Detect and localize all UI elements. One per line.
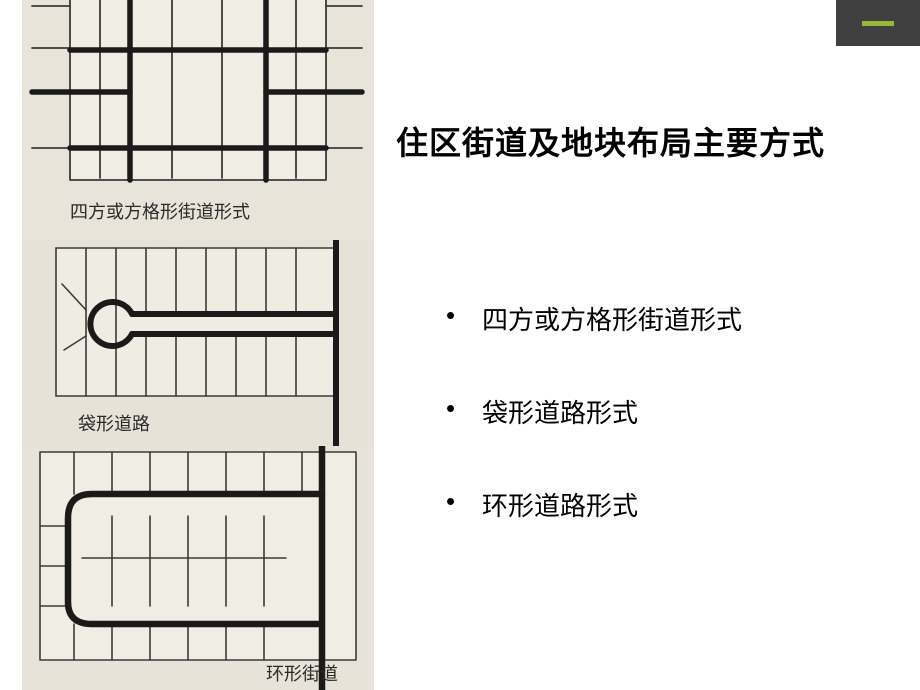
list-item: 袋形道路形式 xyxy=(446,393,742,430)
sketch-loop: 环形街道 xyxy=(22,446,374,690)
corner-badge xyxy=(836,0,920,46)
sketch-loop-label: 环形街道 xyxy=(266,664,338,684)
sketch-grid-svg: 四方或方格形街道形式 xyxy=(22,0,374,240)
list-item: 四方或方格形街道形式 xyxy=(446,300,742,337)
sketch-grid-label: 四方或方格形街道形式 xyxy=(70,202,250,222)
sketch-grid: 四方或方格形街道形式 xyxy=(22,0,374,240)
page-title: 住区街道及地块布局主要方式 xyxy=(396,118,825,164)
corner-badge-line xyxy=(862,21,894,26)
sketch-culdesac-label: 袋形道路 xyxy=(78,414,150,434)
sketch-column: 四方或方格形街道形式 袋形道路 xyxy=(22,0,374,690)
sketch-loop-svg: 环形街道 xyxy=(22,446,374,690)
sketch-culdesac: 袋形道路 xyxy=(22,240,374,446)
list-item: 环形道路形式 xyxy=(446,486,742,523)
sketch-culdesac-svg: 袋形道路 xyxy=(22,240,374,446)
bullet-list: 四方或方格形街道形式 袋形道路形式 环形道路形式 xyxy=(446,300,742,579)
